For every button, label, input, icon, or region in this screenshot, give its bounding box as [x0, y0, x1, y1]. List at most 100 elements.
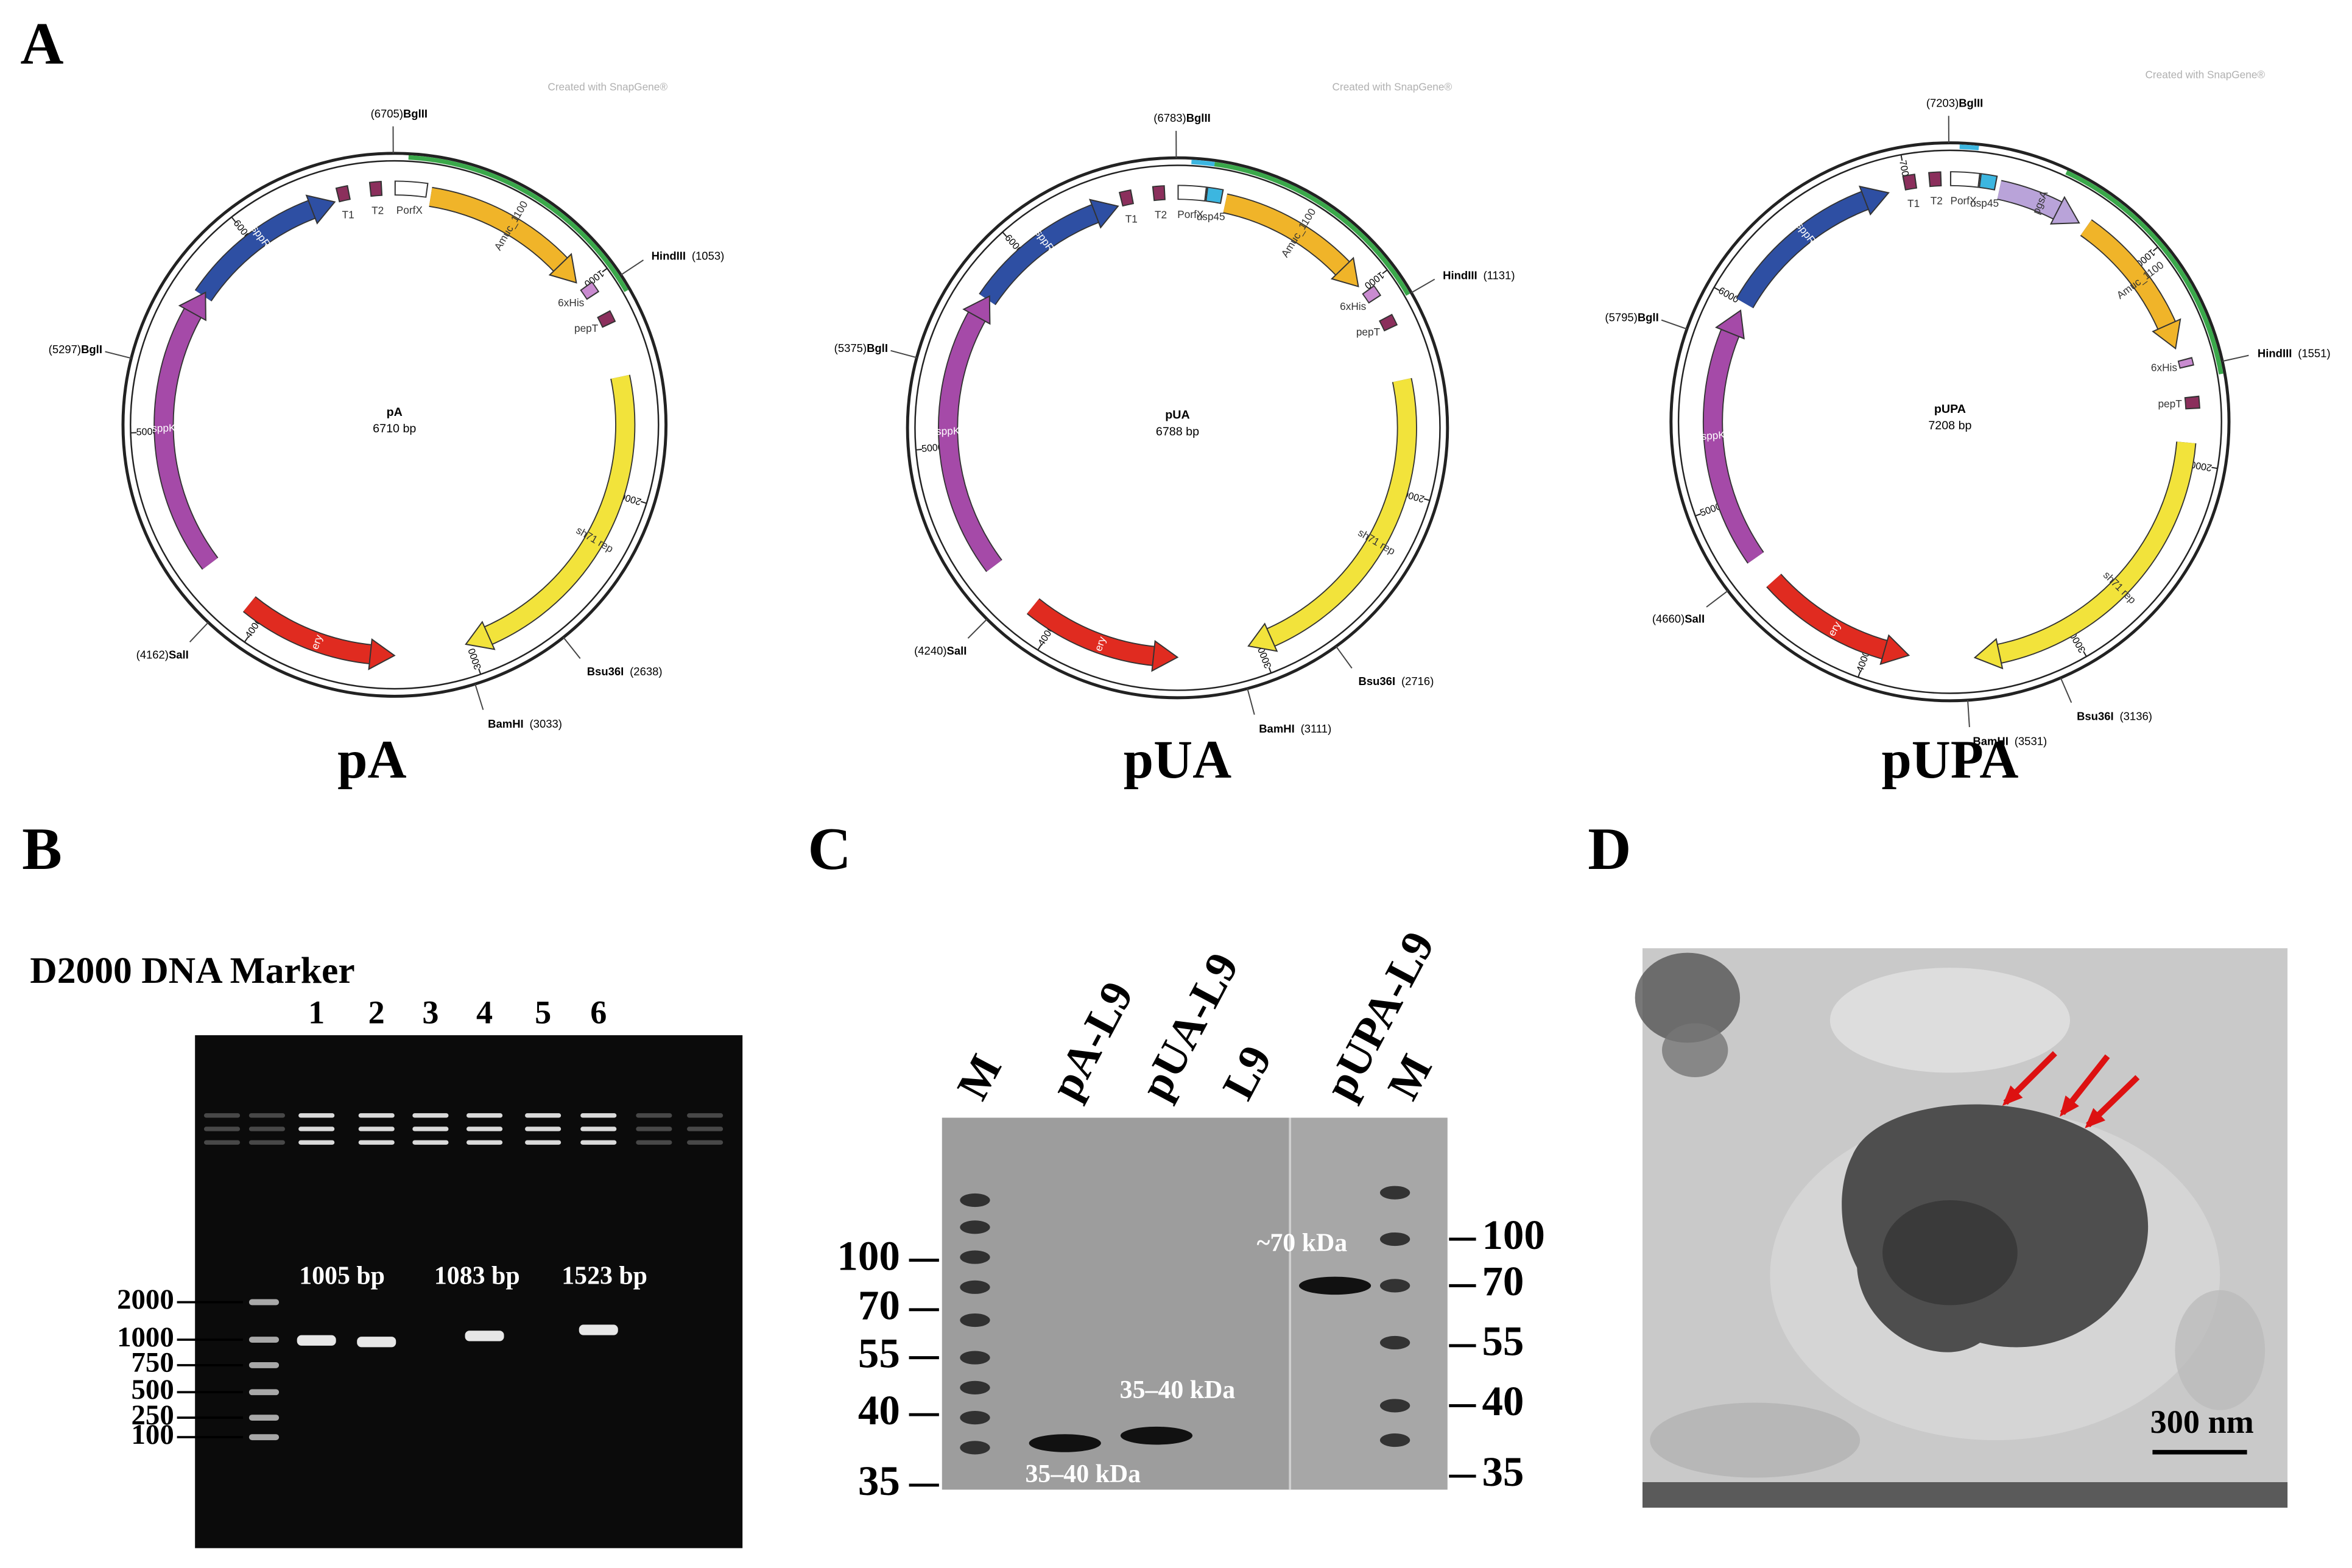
feature-label: 6xHis	[2151, 362, 2177, 374]
blot-annotation: 35–40 kDa	[1026, 1460, 1141, 1488]
feature-box	[2178, 358, 2193, 368]
lane-label: 5	[535, 994, 551, 1030]
map-name: pUPA	[1934, 403, 1966, 416]
marker-label: 35	[858, 1458, 900, 1504]
scale-label: 5000	[921, 442, 943, 454]
feature-arrow	[1027, 599, 1159, 666]
band-label: 1523 bp	[562, 1262, 647, 1290]
feature-label: T1	[1125, 213, 1138, 225]
feature-box	[1120, 191, 1133, 206]
site-name: HindIII	[2258, 346, 2292, 359]
gel-band	[298, 1140, 335, 1145]
feature-arrow	[1703, 325, 1764, 563]
gel-band	[203, 1127, 241, 1131]
backbone	[906, 156, 1449, 700]
marker-label: 100	[837, 1232, 900, 1279]
feature-arrow	[1997, 181, 2066, 220]
gel-band	[298, 1113, 335, 1118]
gel-band	[203, 1113, 241, 1118]
watermark: Created with SnapGene®	[2145, 69, 2265, 81]
marker-label: 40	[1482, 1378, 1524, 1424]
site-label: (6783)BglII	[1153, 111, 1210, 124]
feature-box	[1903, 175, 1916, 189]
scale-tick	[915, 448, 922, 451]
backbone-inner	[914, 164, 1441, 691]
site-leader	[1247, 688, 1255, 715]
site-label: HindIII (1551)	[2258, 346, 2331, 359]
site-leader	[1335, 645, 1353, 669]
feature-arrowhead	[1089, 199, 1119, 229]
marker-band	[960, 1351, 990, 1365]
gel-band	[358, 1127, 395, 1131]
scale-tick	[1857, 671, 1861, 678]
feature-arrowhead	[305, 194, 336, 225]
site-label: HindIII (1131)	[1443, 269, 1515, 282]
site-name: Bsu36I	[587, 665, 624, 678]
feature-arrowhead	[1330, 256, 1359, 287]
marker-band	[1379, 1399, 1410, 1413]
site-leader	[967, 619, 988, 639]
site-position: (4660)	[1652, 612, 1685, 625]
site-position: (1131)	[1483, 269, 1515, 282]
site-leader	[1410, 278, 1435, 294]
site-position: (2638)	[630, 665, 662, 678]
tem-texture	[1650, 1402, 1861, 1478]
backbone	[1669, 141, 2231, 703]
map-size: 6788 bp	[1156, 425, 1199, 438]
gel-band	[466, 1113, 503, 1118]
feature-label: PorfX	[1950, 195, 1977, 207]
scale-tick	[1382, 269, 1388, 275]
site-name: SalI	[1685, 612, 1705, 625]
feature-label: PorfX	[396, 204, 423, 216]
feature-label: T2	[1931, 195, 1943, 207]
site-position: (5297)	[49, 343, 81, 356]
feature-box	[581, 283, 598, 298]
feature-arrowhead	[2049, 195, 2080, 225]
scale-bar-label: 300 nm	[2150, 1404, 2254, 1440]
gel-band	[248, 1113, 285, 1118]
site-name: SalI	[169, 648, 189, 661]
site-label: (4660)SalI	[1652, 612, 1705, 625]
gel-band	[297, 1335, 336, 1346]
site-name: BglII	[1186, 111, 1211, 124]
feature-arrowhead	[368, 638, 396, 670]
marker-band	[1379, 1335, 1410, 1350]
gel-band	[412, 1113, 449, 1118]
ladder-band	[248, 1389, 280, 1396]
site-name: BamHI	[1259, 722, 1295, 735]
feature-label: 6xHis	[1340, 300, 1366, 312]
arrow-head	[2085, 1108, 2105, 1128]
site-name: BglI	[1638, 311, 1659, 323]
backbone-segment	[1191, 160, 1215, 167]
marker-band	[960, 1250, 990, 1264]
scale-tick	[1002, 231, 1007, 237]
site-leader	[1967, 700, 1970, 728]
gel-band	[580, 1127, 617, 1131]
panel-label: D	[1588, 816, 1631, 882]
scale-tick	[231, 216, 236, 222]
feature-arrow	[938, 308, 1002, 572]
gel-band	[412, 1140, 449, 1145]
site-leader	[1661, 319, 1688, 330]
ladder-label: 100	[132, 1419, 174, 1450]
blot-annotation: ~70 kDa	[1257, 1229, 1348, 1257]
gel-title: D2000 DNA Marker	[30, 950, 354, 991]
ladder-label: 2000	[117, 1284, 174, 1315]
gel-band	[466, 1140, 503, 1145]
feature-box	[1951, 172, 1979, 187]
blot-image	[942, 1117, 1290, 1490]
site-name: BglI	[81, 343, 102, 356]
gel-band	[248, 1127, 285, 1131]
backbone-segment	[1214, 161, 1410, 296]
marker-band	[960, 1313, 990, 1327]
feature-box	[370, 182, 382, 196]
backbone-segment	[2065, 170, 2223, 374]
marker-label: 55	[1482, 1318, 1524, 1365]
plasmid-caption: pUA	[1124, 730, 1231, 790]
site-position: (3136)	[2120, 710, 2152, 723]
site-position: (6705)	[371, 107, 403, 120]
feature-arrowhead	[1973, 638, 2004, 670]
map-name: pUA	[1165, 409, 1189, 422]
site-label: Bsu36I (2638)	[587, 665, 663, 678]
scale-tick	[478, 668, 482, 675]
